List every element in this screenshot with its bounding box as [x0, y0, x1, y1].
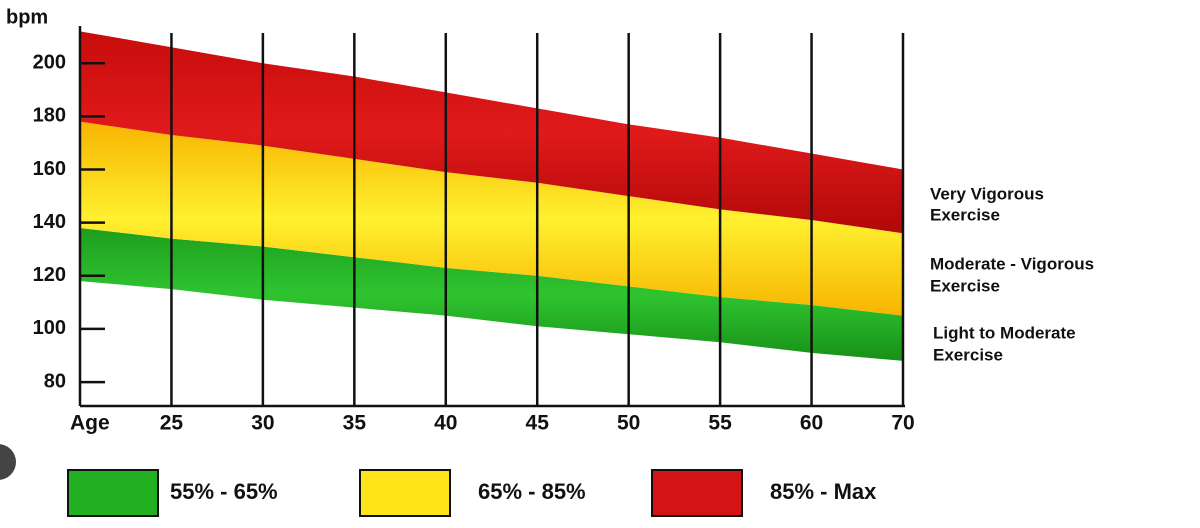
- legend-label: 55% - 65%: [170, 479, 278, 504]
- y-tick-label: 120: [33, 264, 66, 286]
- range-band: [80, 31, 903, 234]
- legend-label: 85% - Max: [770, 479, 877, 504]
- annotation: Moderate - Vigorous: [930, 254, 1094, 273]
- legend-swatch: [651, 469, 743, 517]
- annotation: Exercise: [930, 205, 1000, 224]
- annotation: Very Vigorous: [930, 184, 1044, 203]
- legend-swatch: [359, 469, 451, 517]
- legend-swatch: [67, 469, 159, 517]
- x-tick-label: 70: [891, 412, 914, 435]
- x-tick-label: 55: [708, 412, 732, 435]
- range-band: [80, 121, 903, 316]
- x-tick-label: 40: [434, 412, 457, 435]
- annotation: Exercise: [930, 276, 1000, 295]
- x-tick-label: 25: [160, 412, 184, 435]
- x-tick-label: 30: [251, 412, 274, 435]
- annotation: Light to Moderate: [933, 323, 1076, 342]
- y-axis-label: bpm: [6, 6, 48, 28]
- legend-label: 65% - 85%: [478, 479, 586, 504]
- x-tick-label: Age: [70, 412, 110, 435]
- y-tick-label: 80: [44, 370, 66, 392]
- x-tick-label: 60: [800, 412, 823, 435]
- x-tick-label: 45: [526, 412, 550, 435]
- range-band: [80, 227, 903, 361]
- x-tick-label: 50: [617, 412, 640, 435]
- y-tick-label: 200: [33, 51, 66, 73]
- annotation: Exercise: [933, 345, 1003, 364]
- y-tick-label: 160: [33, 158, 66, 180]
- y-tick-label: 140: [33, 211, 66, 233]
- y-tick-label: 100: [33, 317, 66, 339]
- y-tick-label: 180: [33, 105, 66, 127]
- ui-button: [0, 444, 16, 480]
- x-tick-label: 35: [343, 412, 367, 435]
